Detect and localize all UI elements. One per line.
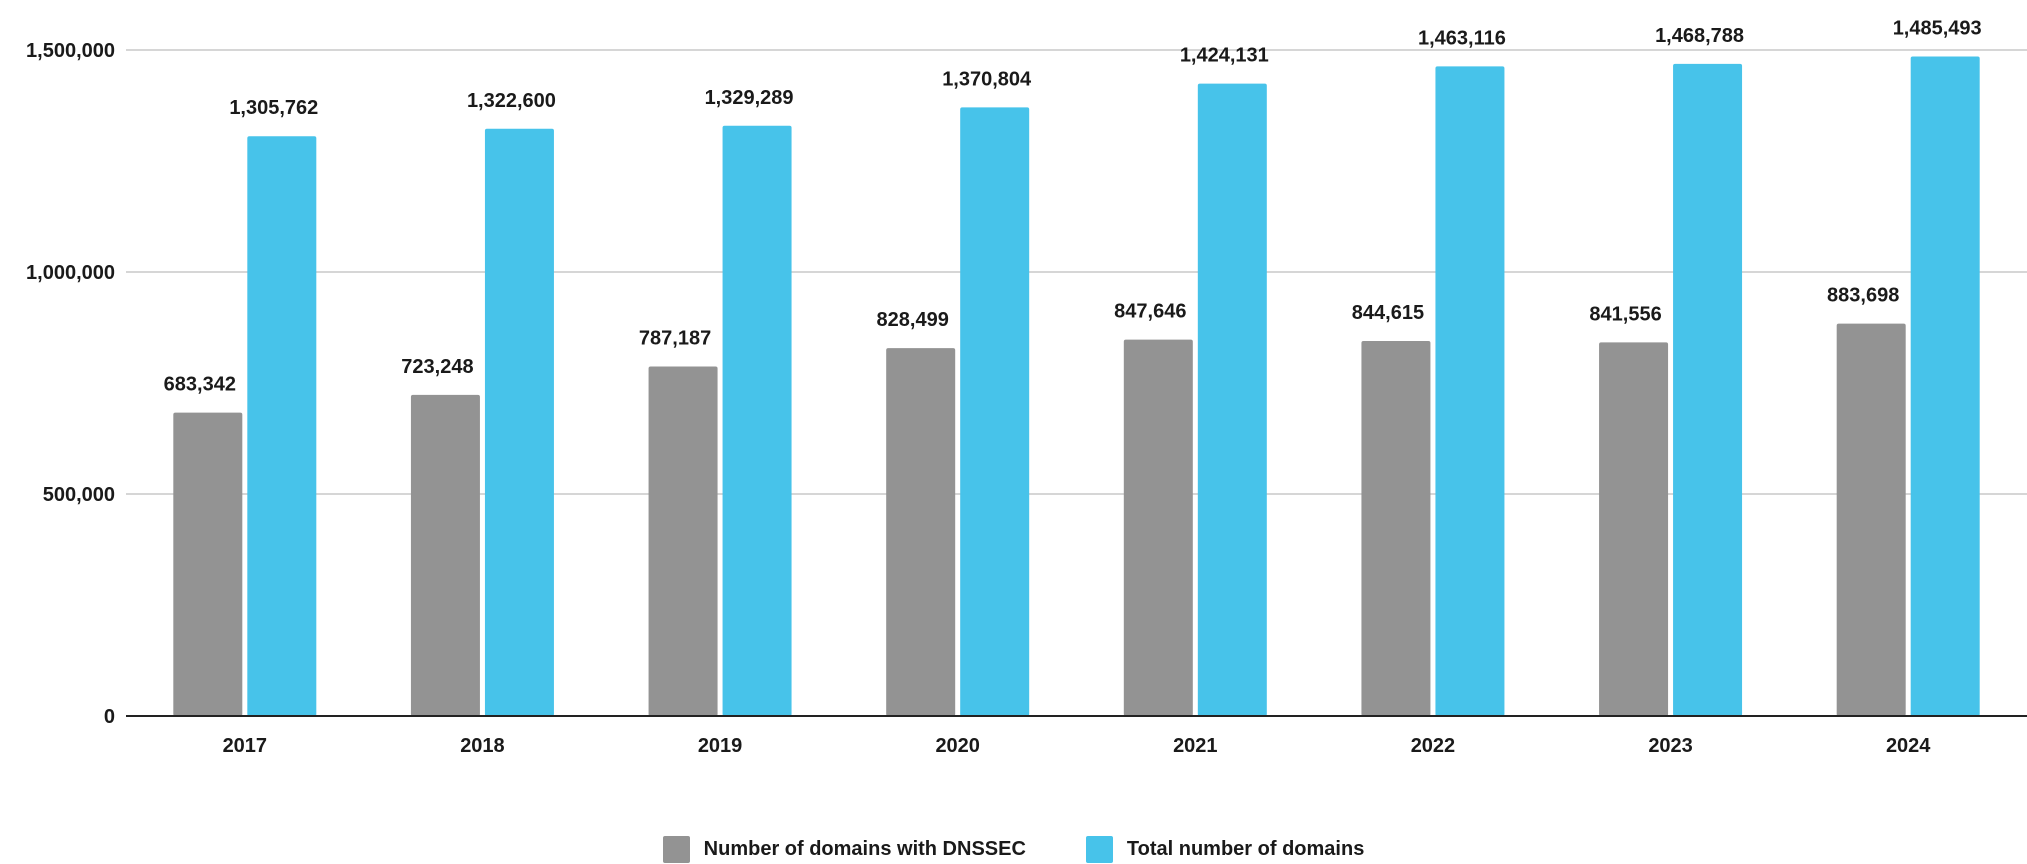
bar-chart: 0 500,000 1,000,000 1,500,000 683,342 1,305,… <box>26 17 2027 757</box>
data-label-dnssec-2018: 723,248 <box>401 356 473 378</box>
data-label-total-2018: 1,322,600 <box>467 90 556 112</box>
data-label-dnssec-2020: 828,499 <box>877 309 949 331</box>
x-tick-label: 2022 <box>1411 735 1456 757</box>
data-label-total-2017: 1,305,762 <box>229 97 318 119</box>
bar-total-2022 <box>1435 66 1505 717</box>
bar-total-2019 <box>722 125 792 717</box>
bar-dnssec-2020 <box>886 348 956 716</box>
y-tick-label: 0 <box>104 706 115 728</box>
bar-total-2021 <box>1197 83 1267 716</box>
bar-total-2024 <box>1910 56 1980 717</box>
y-axis-tick-labels: 0 500,000 1,000,000 1,500,000 <box>26 40 115 728</box>
legend-swatch-dnssec <box>662 835 690 863</box>
bars <box>173 56 1980 717</box>
bar-total-2020 <box>960 107 1030 716</box>
x-tick-label: 2021 <box>1173 735 1218 757</box>
bar-dnssec-2023 <box>1599 342 1669 716</box>
data-label-dnssec-2021: 847,646 <box>1114 301 1186 323</box>
x-tick-label: 2018 <box>460 735 505 757</box>
bar-dnssec-2024 <box>1836 323 1906 716</box>
data-label-total-2024: 1,485,493 <box>1893 17 1982 39</box>
legend-label-dnssec: Number of domains with DNSSEC <box>703 837 1026 860</box>
legend-label-total: Total number of domains <box>1126 837 1365 860</box>
data-label-dnssec-2017: 683,342 <box>164 374 236 396</box>
bar-dnssec-2021 <box>1123 339 1193 716</box>
y-tick-label: 1,500,000 <box>26 40 115 62</box>
data-label-total-2020: 1,370,804 <box>942 68 1032 90</box>
bar-total-2023 <box>1673 63 1743 716</box>
x-tick-label: 2017 <box>223 735 268 757</box>
bar-total-2017 <box>247 136 317 716</box>
x-tick-label: 2024 <box>1886 735 1931 757</box>
data-label-dnssec-2019: 787,187 <box>639 327 711 349</box>
bar-total-2018 <box>484 128 554 716</box>
x-tick-label: 2023 <box>1648 735 1693 757</box>
data-label-total-2021: 1,424,131 <box>1180 45 1269 67</box>
legend: Number of domains with DNSSEC Total numb… <box>0 834 2027 864</box>
bar-dnssec-2022 <box>1361 340 1431 716</box>
y-tick-label: 1,000,000 <box>26 262 115 284</box>
data-label-total-2022: 1,463,116 <box>1418 27 1506 49</box>
legend-item-dnssec: Number of domains with DNSSEC <box>662 835 1026 863</box>
bar-dnssec-2017 <box>173 412 243 716</box>
y-tick-label: 500,000 <box>43 484 115 506</box>
x-tick-label: 2019 <box>698 735 743 757</box>
x-axis-tick-labels: 2017 2018 2019 2020 2021 2022 2023 2024 <box>223 735 1932 757</box>
data-label-dnssec-2024: 883,698 <box>1827 285 1899 307</box>
data-labels: 683,342 1,305,762 723,248 1,322,600 787,187 1… <box>164 17 1982 395</box>
data-label-total-2023: 1,468,788 <box>1655 25 1744 47</box>
x-tick-label: 2020 <box>935 735 980 757</box>
bar-dnssec-2019 <box>648 366 718 716</box>
legend-swatch-total <box>1085 835 1113 863</box>
data-label-dnssec-2022: 844,615 <box>1352 302 1424 324</box>
data-label-dnssec-2023: 841,556 <box>1589 303 1661 325</box>
data-label-total-2019: 1,329,289 <box>705 87 794 109</box>
legend-item-total: Total number of domains <box>1085 835 1365 863</box>
bar-dnssec-2018 <box>410 394 480 716</box>
